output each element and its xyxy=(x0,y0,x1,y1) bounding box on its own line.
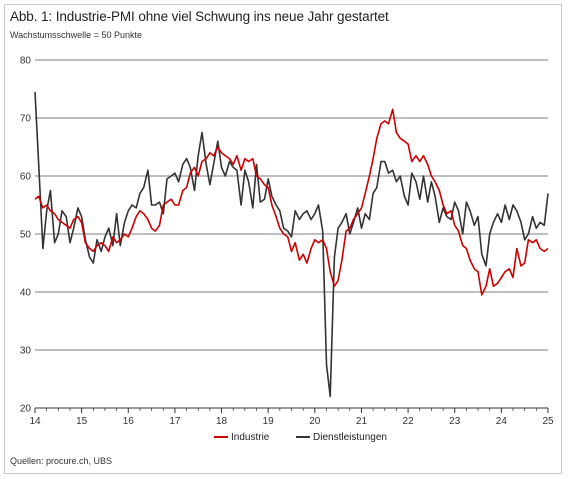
x-tick-label: 25 xyxy=(542,416,554,427)
y-tick-label: 50 xyxy=(20,230,32,241)
legend-label-industrie: Industrie xyxy=(231,432,270,443)
series-line-dienstleistungen xyxy=(34,91,549,398)
legend: Industrie Dienstleistungen xyxy=(214,432,387,443)
y-tick-label: 70 xyxy=(20,114,32,125)
chart-source: Quellen: procure.ch, UBS xyxy=(10,456,113,466)
chart-title: Abb. 1: Industrie-PMI ohne viel Schwung … xyxy=(10,9,389,24)
chart-frame xyxy=(4,4,562,474)
x-tick-label: 22 xyxy=(403,416,415,427)
x-tick-label: 16 xyxy=(123,416,135,427)
y-axis-ticks: 20 30 40 50 60 70 80 xyxy=(20,56,32,415)
y-tick-label: 40 xyxy=(20,288,32,299)
x-tick-label: 14 xyxy=(29,416,41,427)
x-tick-label: 18 xyxy=(216,416,228,427)
series-line-industrie xyxy=(34,108,549,296)
x-axis: 14 15 16 17 18 19 20 21 22 23 24 25 xyxy=(29,407,554,427)
x-tick-label: 21 xyxy=(356,416,368,427)
x-tick-label: 20 xyxy=(309,416,321,427)
y-tick-label: 80 xyxy=(20,56,32,67)
x-tick-label: 24 xyxy=(496,416,508,427)
y-tick-label: 30 xyxy=(20,346,32,357)
x-tick-label: 23 xyxy=(449,416,461,427)
x-tick-label: 17 xyxy=(169,416,181,427)
y-tick-label: 60 xyxy=(20,172,32,183)
legend-label-dienstleistungen: Dienstleistungen xyxy=(313,432,387,443)
x-tick-label: 19 xyxy=(263,416,275,427)
chart-subtitle: Wachstumsschwelle = 50 Punkte xyxy=(10,30,142,40)
x-tick-label: 15 xyxy=(76,416,88,427)
y-tick-label: 20 xyxy=(20,404,32,415)
series-lines xyxy=(34,91,549,398)
